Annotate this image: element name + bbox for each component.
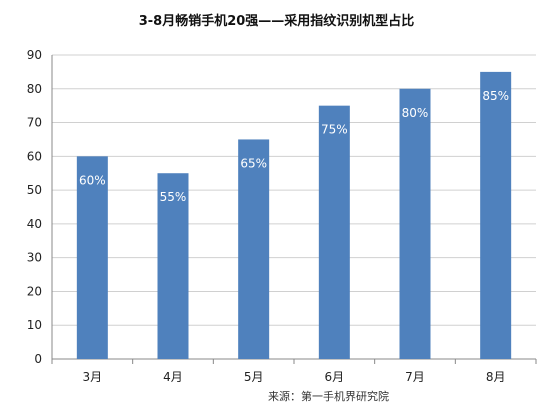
y-tick-label: 0 — [34, 352, 42, 366]
data-label: 85% — [482, 89, 509, 103]
data-label: 55% — [160, 190, 187, 204]
y-tick-label: 10 — [27, 318, 42, 332]
bar — [157, 173, 189, 359]
x-tick-label: 8月 — [486, 370, 506, 384]
data-label: 75% — [321, 123, 348, 137]
bar — [318, 105, 350, 360]
y-tick-label: 30 — [27, 251, 42, 265]
x-tick-label: 7月 — [405, 370, 425, 384]
y-tick-label: 40 — [27, 217, 42, 231]
bar — [399, 88, 431, 360]
bar — [238, 139, 270, 359]
y-tick-label: 70 — [27, 116, 42, 130]
source-note: 来源：第一手机界研究院 — [268, 390, 389, 403]
y-tick-label: 90 — [27, 48, 42, 62]
data-label: 60% — [79, 173, 106, 187]
x-tick-label: 4月 — [163, 370, 183, 384]
x-tick-label: 6月 — [325, 370, 345, 384]
y-tick-label: 80 — [27, 82, 42, 96]
bar — [480, 71, 512, 359]
data-label: 80% — [402, 106, 429, 120]
x-tick-label: 5月 — [244, 370, 264, 384]
y-tick-label: 60 — [27, 149, 42, 163]
data-label: 65% — [240, 156, 267, 170]
y-tick-label: 20 — [27, 284, 42, 298]
x-tick-label: 3月 — [83, 370, 103, 384]
chart-title: 3-8月畅销手机20强——采用指纹识别机型占比 — [138, 14, 415, 29]
y-tick-label: 50 — [27, 183, 42, 197]
bar — [76, 156, 108, 359]
